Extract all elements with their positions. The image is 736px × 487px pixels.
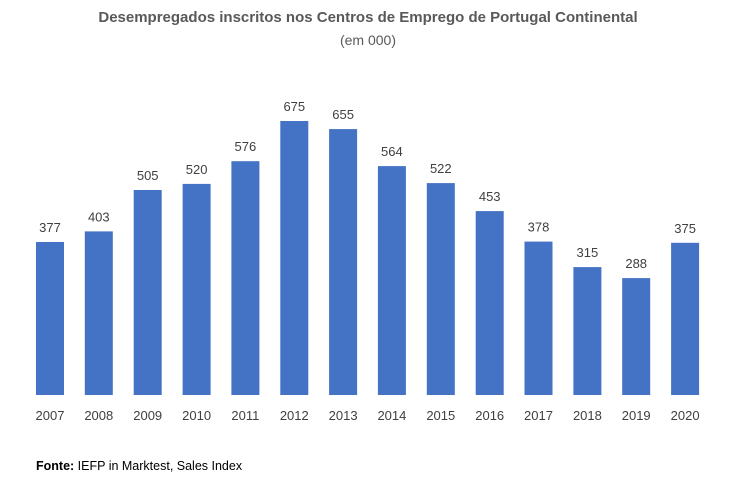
bar-2010: [182, 183, 211, 395]
data-label-2019: 288: [625, 256, 647, 271]
data-label-2008: 403: [88, 209, 110, 224]
data-label-2016: 453: [479, 189, 501, 204]
bar-2012: [280, 121, 309, 395]
bar-2007: [36, 242, 64, 395]
x-tick-label-2017: 2017: [524, 408, 553, 423]
x-tick-label-2015: 2015: [426, 408, 455, 423]
data-label-2010: 520: [186, 162, 208, 177]
data-label-2009: 505: [137, 168, 159, 183]
bar-2008: [84, 231, 113, 395]
x-tick-label-2012: 2012: [280, 408, 309, 423]
source-note: Fonte: IEFP in Marktest, Sales Index: [36, 459, 242, 473]
x-tick-label-2009: 2009: [133, 408, 162, 423]
chart-subtitle: (em 000): [339, 32, 397, 48]
x-tick-label-2019: 2019: [622, 408, 651, 423]
x-tick-label-2008: 2008: [84, 408, 113, 423]
bar-2014: [377, 166, 406, 395]
x-tick-labels-group: 2007 2008 2009 2010 2011 2012 2013 2014 2015 2016…: [36, 408, 700, 423]
bar-2017: [524, 241, 553, 395]
bar-2016: [475, 211, 504, 395]
x-tick-label-2011: 2011: [231, 408, 259, 423]
x-tick-label-2013: 2013: [329, 408, 358, 423]
data-label-2007: 377: [39, 220, 61, 235]
data-labels-group: 377 403 505 520 576 675 655 564 522 453 378 315 288 3…: [39, 99, 696, 271]
data-label-2017: 378: [528, 220, 550, 235]
bar-2015: [426, 183, 455, 395]
chart-title: Desempregados inscritos nos Centros de E…: [98, 9, 638, 26]
source-label: Fonte:: [36, 459, 75, 473]
bar-2020: [671, 242, 700, 395]
x-tick-label-2010: 2010: [182, 408, 211, 423]
bar-2013: [329, 129, 358, 395]
data-label-2011: 576: [235, 139, 257, 154]
bars-group: [36, 121, 700, 395]
data-label-2015: 522: [430, 161, 452, 176]
data-label-2018: 315: [577, 245, 599, 260]
x-tick-label-2014: 2014: [377, 408, 406, 423]
bar-2019: [622, 278, 651, 395]
x-tick-label-2007: 2007: [36, 408, 65, 423]
data-label-2014: 564: [381, 144, 403, 159]
bar-2009: [133, 190, 162, 395]
bar-2018: [573, 267, 602, 395]
x-tick-label-2016: 2016: [475, 408, 504, 423]
data-label-2020: 375: [674, 221, 696, 236]
data-label-2012: 675: [283, 99, 305, 114]
bar-2011: [231, 161, 260, 395]
x-tick-label-2018: 2018: [573, 408, 602, 423]
x-tick-label-2020: 2020: [671, 408, 700, 423]
data-label-2013: 655: [332, 107, 354, 122]
source-text: IEFP in Marktest, Sales Index: [74, 459, 243, 473]
